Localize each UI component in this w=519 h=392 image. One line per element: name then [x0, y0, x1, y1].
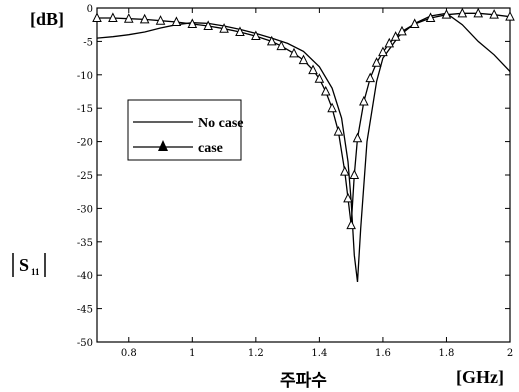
case-data-point [333, 125, 344, 136]
x-tick-label: 1.6 [375, 348, 391, 359]
case-data-point [457, 7, 468, 18]
y-tick-label: -45 [77, 305, 93, 316]
x-tick-label: 1.4 [311, 348, 327, 359]
case-data-point [314, 73, 325, 83]
case-data-point [289, 47, 299, 58]
case-data-point [219, 23, 229, 33]
case-data-point [187, 18, 198, 29]
y-axis-unit-label: [dB] [30, 9, 64, 29]
case-data-point [371, 57, 382, 67]
y-axis-ticks: 0 -5 -10 -15 -20 -25 -30 -35 -40 -45 -50 [77, 4, 510, 349]
x-tick-label: 2 [507, 348, 513, 359]
x-tick-label: 0.8 [121, 348, 137, 359]
y-tick-label: -35 [77, 238, 93, 249]
y-tick-label: 0 [87, 4, 93, 15]
case-data-point [473, 7, 484, 18]
case-data-point [441, 9, 452, 19]
legend-case-label: case [198, 141, 223, 156]
case-data-point [108, 12, 118, 23]
series-layer [92, 7, 515, 282]
y-tick-label: -10 [77, 71, 93, 82]
legend: No case case [127, 99, 244, 161]
case-data-point [320, 85, 331, 96]
x-tick-label: 1 [189, 348, 195, 359]
case-data-point [425, 12, 436, 23]
y-axis-label: S 11 [12, 253, 46, 277]
case-data-point [276, 40, 287, 51]
case-data-point [409, 18, 420, 29]
x-axis-unit-label: [GHz] [456, 367, 504, 387]
x-axis-ticks: 0.8 1 1.2 1.4 1.6 1.8 2 [121, 8, 513, 359]
case-data-point [327, 102, 337, 113]
y-tick-label: -20 [77, 138, 93, 149]
y-tick-label: -5 [83, 37, 93, 48]
case-data-point [378, 46, 388, 57]
case-data-point [359, 95, 369, 106]
legend-case-marker [158, 140, 168, 151]
case-data-point [349, 169, 360, 179]
y-axis-label-main: S [19, 255, 29, 275]
case-data-point [352, 132, 363, 143]
case-data-point [397, 25, 407, 36]
case-data-point [139, 13, 150, 24]
x-tick-label: 1.2 [248, 348, 264, 359]
case-data-point [92, 12, 102, 23]
case-data-point [155, 15, 166, 25]
y-tick-label: -40 [77, 271, 93, 282]
case-data-point [123, 13, 134, 23]
series-line-no-case [96, 12, 511, 282]
legend-no-case-label: No case [198, 116, 244, 131]
case-data-point [343, 192, 353, 203]
case-data-point [251, 30, 261, 41]
case-data-point [489, 9, 499, 19]
case-data-point [203, 20, 214, 31]
y-tick-label: -50 [77, 338, 93, 349]
case-data-point [390, 31, 401, 41]
case-data-point [298, 54, 309, 65]
case-data-point [171, 16, 182, 27]
case-data-point [384, 37, 395, 48]
y-axis-label-subscript: 11 [31, 267, 40, 277]
x-tick-label: 1.8 [439, 348, 455, 359]
case-data-point [308, 64, 318, 75]
y-tick-label: -25 [77, 171, 93, 182]
case-data-point [235, 26, 245, 37]
case-data-point [339, 166, 350, 176]
case-data-point [266, 35, 277, 46]
y-tick-label: -30 [77, 204, 93, 215]
case-data-point [365, 72, 376, 83]
x-axis-label: 주파수 [280, 371, 327, 391]
case-data-point [505, 11, 515, 21]
case-data-point [346, 219, 356, 230]
legend-box [127, 99, 242, 161]
y-tick-label: -15 [77, 104, 93, 115]
